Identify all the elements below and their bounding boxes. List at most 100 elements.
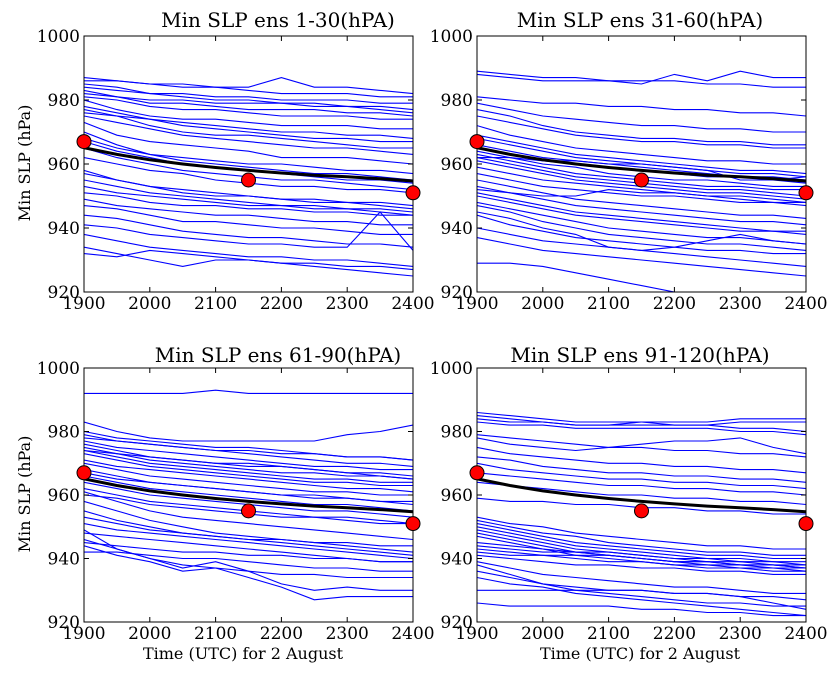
ensemble-member-line: [84, 179, 413, 213]
ensemble-member-line: [477, 102, 806, 133]
y-tick-label: 1000: [37, 27, 80, 47]
ensemble-member-line: [477, 516, 806, 550]
ensemble-member-line: [84, 491, 413, 541]
y-tick-label: 920: [441, 283, 473, 303]
ensemble-member-line: [84, 192, 413, 216]
ensemble-member-line: [477, 201, 806, 245]
ensemble-member-line: [84, 173, 413, 210]
panel-title: Min SLP ens 61-90(hPA): [155, 343, 401, 367]
x-tick-label: 2100: [587, 624, 630, 644]
ensemble-member-line: [84, 449, 413, 480]
ensemble-member-line: [477, 570, 806, 607]
ensemble-member-line: [84, 233, 413, 267]
ensemble-mean-line: [84, 477, 413, 514]
ensemble-member-line: [477, 227, 806, 267]
x-tick-label: 2100: [587, 294, 630, 314]
series-group: [477, 411, 806, 617]
ensemble-member-line: [477, 173, 806, 207]
ensemble-member-line: [84, 83, 413, 104]
ensemble-member-line: [477, 166, 806, 203]
panel-ens-31-60: Min SLP ens 31-60(hPA) 1900 2000 2100 2200 2…: [430, 8, 828, 314]
ensemble-member-line: [84, 538, 413, 591]
ensemble-member-line: [477, 115, 806, 149]
ensemble-member-line: [477, 589, 806, 610]
ensemble-member-line: [477, 481, 806, 506]
x-tick-label: 2000: [128, 624, 171, 644]
ensemble-member-line: [84, 214, 413, 248]
x-tick-label: 2100: [194, 294, 237, 314]
ensemble-member-line: [84, 446, 413, 480]
panel-ens-61-90: Min SLP ens 61-90(hPA) Min SLP (hPa) Tim…: [15, 343, 435, 663]
x-tick-label: 2400: [391, 624, 434, 644]
ensemble-member-line: [84, 545, 413, 601]
ensemble-member-line: [477, 421, 806, 436]
y-tick-label: 920: [48, 613, 80, 633]
y-tick-label: 940: [441, 219, 473, 239]
x-tick-label: 2000: [521, 294, 564, 314]
observation-point: [798, 516, 814, 532]
ensemble-member-line: [84, 443, 413, 477]
x-axis-label: Time (UTC) for 2 August: [540, 644, 741, 663]
y-tick-label: 920: [48, 283, 80, 303]
y-tick-label: 980: [441, 423, 473, 443]
ensemble-member-line: [477, 205, 806, 251]
ensemble-member-line: [477, 96, 806, 117]
ensemble-member-line: [477, 109, 806, 146]
x-tick-label: 2400: [784, 624, 827, 644]
ensemble-member-line: [84, 115, 413, 155]
ensemble-member-line: [84, 211, 413, 251]
ensemble-member-line: [477, 519, 806, 556]
ensemble-member-line: [84, 462, 413, 496]
ensemble-member-line: [84, 551, 413, 572]
observation-point: [634, 172, 649, 188]
ensemble-member-line: [477, 523, 806, 560]
series-group: [84, 389, 413, 601]
observation-point: [405, 185, 421, 201]
observation-point: [405, 516, 421, 532]
ensemble-member-line: [477, 472, 806, 496]
y-axis-label: Min SLP (hPa): [15, 436, 34, 553]
ensemble-member-line: [84, 205, 413, 235]
x-tick-label: 2300: [326, 624, 369, 644]
ensemble-member-line: [84, 99, 413, 130]
ensemble-member-line: [477, 456, 806, 483]
ensemble-member-line: [84, 459, 413, 493]
y-tick-label: 960: [48, 486, 80, 506]
y-tick-label: 1000: [37, 359, 80, 379]
series-group: [84, 77, 413, 277]
ensemble-member-line: [84, 131, 413, 175]
ensemble-member-line: [84, 89, 413, 114]
y-tick-label: 940: [441, 550, 473, 570]
observation-point: [798, 185, 814, 201]
observation-point: [76, 465, 92, 481]
ensemble-member-line: [477, 237, 806, 277]
x-tick-label: 2200: [260, 624, 303, 644]
ensemble-member-line: [84, 472, 413, 502]
ensemble-member-line: [84, 389, 413, 394]
ensemble-member-line: [477, 179, 806, 219]
observation-point: [241, 503, 256, 519]
ensemble-member-line: [84, 137, 413, 181]
observation-point: [469, 465, 485, 481]
y-tick-label: 980: [48, 91, 80, 111]
ensemble-member-line: [84, 421, 413, 442]
ensemble-member-line: [477, 437, 806, 455]
observation-point: [634, 503, 649, 519]
ensemble-mean-line: [477, 477, 806, 514]
ensemble-member-line: [477, 602, 806, 617]
ensemble-member-line: [84, 437, 413, 467]
ensemble-member-line: [84, 121, 413, 165]
ensemble-member-line: [477, 576, 806, 617]
x-tick-label: 1900: [62, 624, 105, 644]
y-tick-label: 960: [441, 155, 473, 175]
y-tick-label: 960: [48, 155, 80, 175]
x-tick-label: 1900: [62, 294, 105, 314]
ensemble-member-line: [84, 77, 413, 95]
ensemble-member-line: [84, 185, 413, 216]
panel-ens-91-120: Min SLP ens 91-120(hPA) Time (UTC) for 2…: [430, 343, 828, 663]
y-tick-label: 940: [48, 219, 80, 239]
panel-title: Min SLP ens 31-60(hPA): [517, 8, 763, 32]
ensemble-member-line: [477, 70, 806, 88]
ensemble-member-line: [477, 214, 806, 255]
ensemble-member-line: [477, 157, 806, 181]
